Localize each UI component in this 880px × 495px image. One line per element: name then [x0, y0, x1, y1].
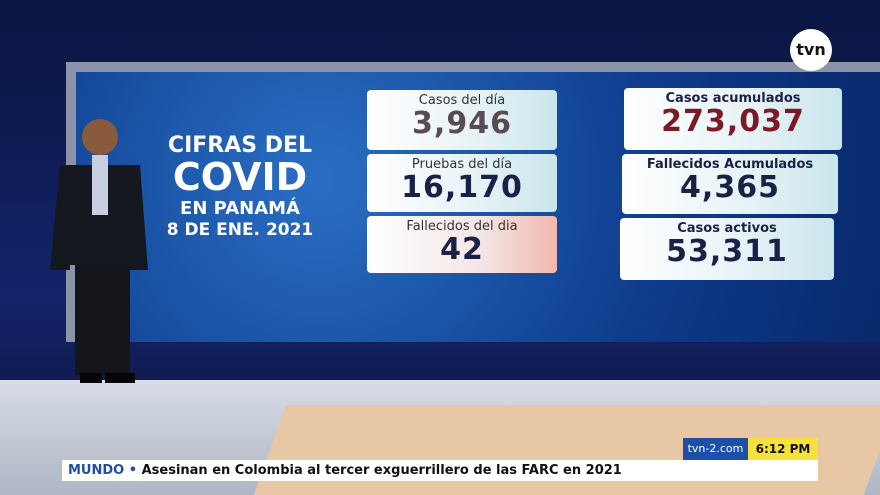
stat-value: 53,311	[666, 234, 788, 269]
logo-badge: tvn	[790, 29, 832, 71]
headline: Asesinan en Colombia al tercer exguerril…	[141, 463, 622, 478]
stat-label: Casos del día	[418, 93, 506, 108]
title-line: COVID	[172, 155, 308, 199]
presenter	[50, 119, 148, 383]
stat-card: Casos del día 3,946	[367, 90, 557, 150]
section: MUNDO	[68, 463, 125, 478]
logo: tvn	[796, 40, 825, 59]
stat-card: Pruebas del día 16,170	[367, 154, 557, 212]
time: 6:12 PM	[748, 438, 818, 460]
stat-card: Casos activos 53,311	[620, 218, 834, 280]
stat-value: 3,946	[412, 106, 512, 141]
ticker: MUNDO • Asesinan en Colombia al tercer e…	[62, 460, 818, 481]
stat-card: Fallecidos Acumulados 4,365	[622, 154, 838, 214]
title-line: 8 DE ENE. 2021	[166, 220, 314, 240]
title-line: CIFRAS DEL	[167, 133, 313, 158]
stat-label: Fallecidos Acumulados	[646, 157, 814, 172]
site: tvn-2.com	[683, 438, 748, 460]
stat-card: Fallecidos del dia 42	[367, 216, 557, 273]
stat-value: 4,365	[680, 170, 780, 205]
stat-label: Pruebas del día	[411, 157, 513, 172]
stat-card: Casos acumulados 273,037	[624, 88, 842, 150]
stat-value: 273,037	[661, 104, 805, 139]
stat-label: Fallecidos del dia	[406, 219, 518, 234]
stat-label: Casos activos	[677, 221, 777, 236]
stat-value: 42	[440, 232, 484, 267]
stat-label: Casos acumulados	[665, 91, 801, 106]
stat-value: 16,170	[401, 170, 523, 205]
title-line: EN PANAMÁ	[180, 198, 300, 219]
